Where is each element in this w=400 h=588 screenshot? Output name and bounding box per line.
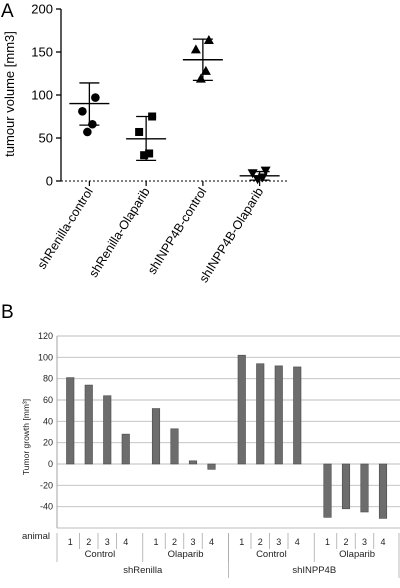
panel-a-y-tick-label: 100	[31, 88, 53, 103]
panel-a-y-tick-label: 50	[39, 131, 53, 146]
panel-a-category-labels: shRenilla-controlshRenilla-OlaparibshINP…	[35, 185, 266, 285]
panel-a-y-tick-label: 200	[31, 2, 53, 17]
panel-a-y-axis-label: tumour volume [mm3]	[2, 31, 17, 157]
panel-a-data-point	[88, 119, 97, 129]
panel-b-x-axis: 1 2 3 4 Control 1 2 3 4 Olaparib 1 2 3 4 Control 1 2 3 4 Ol…	[56, 533, 400, 578]
panel-b-y-tick-label: 120	[38, 331, 53, 341]
panel-b-animal-number: 1	[239, 537, 244, 547]
panel-a-data-point	[135, 127, 144, 136]
panel-b-animal-number: 3	[105, 537, 110, 547]
panel-b-bar	[378, 463, 388, 519]
panel-b-bar	[170, 428, 179, 465]
panel-b-bar	[293, 366, 302, 465]
panel-b-animal-number: 2	[86, 537, 91, 547]
panel-b-animal-number: 4	[295, 537, 300, 547]
panel-a-y-ticks: 0 50 100 150 200	[31, 2, 61, 189]
panel-b-y-axis-label: Tumor growth [mm³]	[21, 399, 31, 475]
panel-b-bar	[151, 408, 161, 465]
panel-a-y-tick-label: 150	[31, 45, 53, 60]
panel-b-bar-chart: B Tumor growth [mm³] -40 -20 0 20 40 60 80 100 1…	[1, 302, 400, 578]
panel-b-bar	[274, 365, 283, 465]
panel-b-animal-number: 4	[209, 537, 214, 547]
panel-b-animal-number: 2	[172, 537, 177, 547]
panel-b-y-ticks: -40 -20 0 20 40 60 80 100 120	[38, 331, 53, 512]
panel-b-cell-line-label: shRenilla	[123, 565, 163, 576]
panel-b-animal-number: 4	[123, 537, 128, 547]
panel-a-data-marks	[69, 34, 280, 185]
panel-b-animal-number: 4	[380, 537, 385, 547]
panel-a-category-label: shRenilla-Olaparib	[86, 185, 152, 280]
panel-b-bar	[237, 354, 246, 465]
panel-a-data-point	[252, 175, 263, 185]
panel-b-bar	[360, 463, 369, 513]
panel-a-data-point	[190, 44, 201, 54]
panel-a-data-point	[83, 127, 92, 137]
panel-b-animal-number: 1	[153, 537, 158, 547]
panel-b-bar	[207, 463, 216, 470]
panel-b-animal-number: 1	[68, 537, 73, 547]
panel-b-y-tick-label: -20	[40, 480, 53, 490]
panel-b-animal-number: 2	[343, 537, 348, 547]
panel-b-treatment-label: Olaparib	[168, 549, 204, 560]
panel-b-gridlines	[56, 335, 400, 529]
panel-b-animal-number: 3	[362, 537, 367, 547]
panel-b-bar	[323, 463, 332, 518]
panel-a-data-point	[203, 34, 214, 44]
panel-b-label: B	[1, 302, 14, 323]
panel-a-data-point	[195, 73, 206, 83]
panel-b-animal-number: 2	[258, 537, 263, 547]
panel-b-treatment-label: Control	[85, 549, 116, 560]
panel-a-category-label: shINPP4B-Olaparib	[196, 185, 266, 285]
panel-b-y-tick-label: 80	[43, 374, 53, 384]
panel-a-data-point	[91, 93, 100, 102]
panel-a-data-point	[140, 151, 149, 160]
panel-b-cell-line-label: shINPP4B	[292, 565, 336, 576]
panel-a-category-label: shRenilla-control	[35, 185, 96, 271]
panel-a-data-point	[78, 107, 87, 116]
panel-b-bar	[84, 384, 93, 465]
panel-a-data-point	[260, 166, 271, 176]
panel-a-scatter-chart: A tumour volume [mm3] 0 50 100 150 200 shRen…	[1, 1, 288, 285]
panel-b-y-tick-label: -40	[40, 502, 53, 512]
panel-b-y-tick-label: 20	[43, 438, 53, 448]
panel-a-data-point	[247, 169, 258, 179]
panel-b-treatment-label: Control	[256, 549, 287, 560]
panel-a-category-label: shINPP4B-control	[145, 185, 210, 277]
panel-b-treatment-label: Olaparib	[339, 549, 375, 560]
panel-a-data-point	[200, 65, 211, 75]
panel-a-data-point	[148, 112, 157, 121]
panel-b-row-label: animal	[22, 531, 50, 542]
panel-b-bars	[66, 354, 388, 519]
panel-b-animal-number: 3	[190, 537, 195, 547]
panel-b-y-tick-label: 100	[38, 352, 53, 362]
panel-b-animal-number: 1	[325, 537, 330, 547]
panel-b-y-tick-label: 0	[48, 459, 53, 469]
panel-b-bar	[121, 433, 130, 465]
panel-b-bar	[341, 463, 351, 510]
panel-b-y-tick-label: 40	[43, 416, 53, 426]
panel-b-bar	[103, 395, 112, 465]
panel-a-label: A	[1, 1, 14, 22]
panel-b-bar	[188, 460, 198, 465]
panel-b-y-tick-label: 60	[43, 395, 53, 405]
panel-b-bar	[256, 363, 265, 465]
panel-a-data-point	[145, 149, 154, 158]
panel-a-y-tick-label: 0	[46, 174, 53, 189]
panel-b-bar	[66, 377, 75, 465]
panel-b-animal-number: 3	[276, 537, 281, 547]
